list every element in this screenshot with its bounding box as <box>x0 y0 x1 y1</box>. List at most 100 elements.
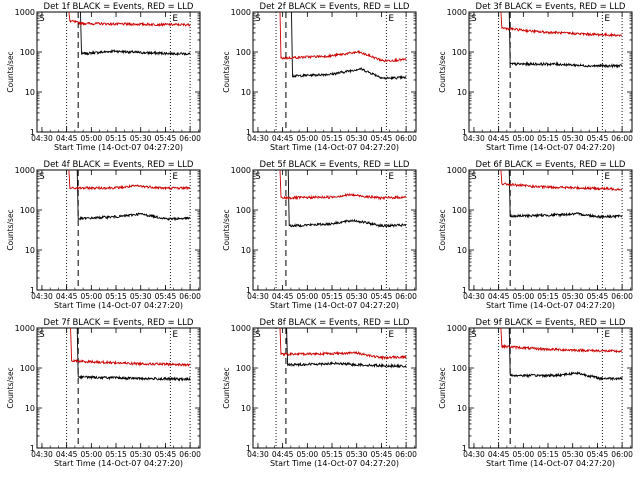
x-tick-label: 05:45 <box>587 292 609 301</box>
x-tick-label: 05:15 <box>321 450 343 459</box>
x-tick-label: 04:45 <box>488 292 510 301</box>
y-axis-label: Counts/sec <box>6 51 15 92</box>
detector-panel-6: Det 6f BLACK = Events, RED = LLD 1 10 100 10… <box>438 160 633 310</box>
y-tick-label: 10 <box>25 246 35 255</box>
series-line-lld <box>70 327 191 368</box>
y-axis-label: Counts/sec <box>222 367 231 408</box>
series-line-events <box>508 327 623 382</box>
y-tick-label: 1000 <box>15 8 35 17</box>
x-tick-label: 05:45 <box>155 450 177 459</box>
x-tick-label: 05:45 <box>371 134 393 143</box>
y-tick-label: 1 <box>462 128 467 137</box>
x-axis-label: Start Time (14-Oct-07 04:27:20) <box>54 301 183 310</box>
x-tick-label: 04:30 <box>463 134 485 143</box>
x-tick-label: 05:00 <box>81 292 103 301</box>
panel-title: Det 6f BLACK = Events, RED = LLD <box>476 160 626 170</box>
plot-frame <box>252 169 417 291</box>
end-marker: E <box>388 14 394 24</box>
plot-frame <box>252 11 417 133</box>
x-tick-label: 05:45 <box>371 292 393 301</box>
y-axis-label: Counts/sec <box>438 51 447 92</box>
series-line-events <box>80 11 191 57</box>
y-tick-label: 1000 <box>15 324 35 333</box>
x-axis-label: Start Time (14-Oct-07 04:27:20) <box>486 143 615 152</box>
x-tick-label: 05:15 <box>105 450 127 459</box>
x-tick-label: 04:45 <box>272 450 294 459</box>
x-tick-label: 04:30 <box>31 292 53 301</box>
y-tick-label: 1 <box>462 286 467 295</box>
x-tick-label: 06:00 <box>395 292 417 301</box>
detector-panel-9: Det 9f BLACK = Events, RED = LLD 1 10 100 10… <box>438 318 633 468</box>
y-axis-label: Counts/sec <box>438 209 447 250</box>
plot-frame <box>36 327 201 449</box>
plot-frame <box>252 327 417 449</box>
panel-title: Det 8f BLACK = Events, RED = LLD <box>260 318 410 328</box>
start-marker: S <box>471 14 477 24</box>
series-line-events <box>508 11 623 69</box>
y-axis-label: Counts/sec <box>222 51 231 92</box>
x-tick-label: 06:00 <box>395 134 417 143</box>
x-tick-label: 04:45 <box>272 292 294 301</box>
y-tick-label: 1 <box>462 444 467 453</box>
y-tick-label: 100 <box>236 206 251 215</box>
x-tick-label: 04:30 <box>247 134 269 143</box>
x-tick-label: 04:30 <box>247 450 269 459</box>
x-tick-label: 05:45 <box>155 292 177 301</box>
y-tick-label: 1 <box>30 444 35 453</box>
x-tick-label: 06:00 <box>611 450 633 459</box>
y-axis-label: Counts/sec <box>6 367 15 408</box>
y-tick-label: 100 <box>452 364 467 373</box>
x-axis-label: Start Time (14-Oct-07 04:27:20) <box>54 459 183 468</box>
start-marker: S <box>471 330 477 340</box>
end-marker: E <box>172 330 178 340</box>
x-tick-label: 05:00 <box>513 450 535 459</box>
detector-panel-7: Det 7f BLACK = Events, RED = LLD 1 10 100 10… <box>6 318 201 468</box>
series-line-lld <box>68 169 191 191</box>
x-tick-label: 05:30 <box>346 134 368 143</box>
y-axis-label: Counts/sec <box>222 209 231 250</box>
x-tick-label: 06:00 <box>611 134 633 143</box>
series-line-events <box>287 169 407 229</box>
panel-title: Det 5f BLACK = Events, RED = LLD <box>260 160 410 170</box>
end-marker: E <box>388 172 394 182</box>
y-tick-label: 10 <box>457 404 467 413</box>
series-line-events <box>291 11 407 81</box>
panel-title: Det 3f BLACK = Events, RED = LLD <box>476 2 626 12</box>
y-tick-label: 100 <box>20 364 35 373</box>
x-tick-label: 05:15 <box>537 134 559 143</box>
series-line-lld <box>500 327 623 354</box>
x-tick-label: 05:00 <box>297 134 319 143</box>
start-marker: S <box>39 14 45 24</box>
y-tick-label: 1000 <box>15 166 35 175</box>
x-tick-label: 04:45 <box>56 134 78 143</box>
y-tick-label: 10 <box>457 88 467 97</box>
y-tick-label: 1000 <box>231 8 251 17</box>
start-marker: S <box>39 172 45 182</box>
x-tick-label: 05:30 <box>562 134 584 143</box>
series-line-lld <box>68 11 191 28</box>
plot-frame <box>36 169 201 291</box>
plot-frame <box>468 11 633 133</box>
series-line-lld <box>500 169 623 191</box>
x-tick-label: 04:30 <box>31 134 53 143</box>
y-axis-label: Counts/sec <box>438 367 447 408</box>
detector-panel-3: Det 3f BLACK = Events, RED = LLD 1 10 100 10… <box>438 2 633 152</box>
x-axis-label: Start Time (14-Oct-07 04:27:20) <box>54 143 183 152</box>
x-tick-label: 05:45 <box>587 134 609 143</box>
start-marker: S <box>39 330 45 340</box>
x-tick-label: 04:30 <box>463 292 485 301</box>
panel-title: Det 4f BLACK = Events, RED = LLD <box>44 160 194 170</box>
y-tick-label: 100 <box>452 206 467 215</box>
x-tick-label: 06:00 <box>179 134 201 143</box>
y-tick-label: 100 <box>20 206 35 215</box>
x-tick-label: 05:15 <box>105 134 127 143</box>
detector-panel-5: Det 5f BLACK = Events, RED = LLD 1 10 100 10… <box>222 160 417 310</box>
end-marker: E <box>172 14 178 24</box>
x-tick-label: 04:45 <box>488 134 510 143</box>
x-tick-label: 05:00 <box>81 134 103 143</box>
series-line-events <box>508 169 623 220</box>
end-marker: E <box>388 330 394 340</box>
x-tick-label: 04:45 <box>272 134 294 143</box>
x-tick-label: 05:15 <box>537 450 559 459</box>
x-tick-label: 05:45 <box>587 450 609 459</box>
